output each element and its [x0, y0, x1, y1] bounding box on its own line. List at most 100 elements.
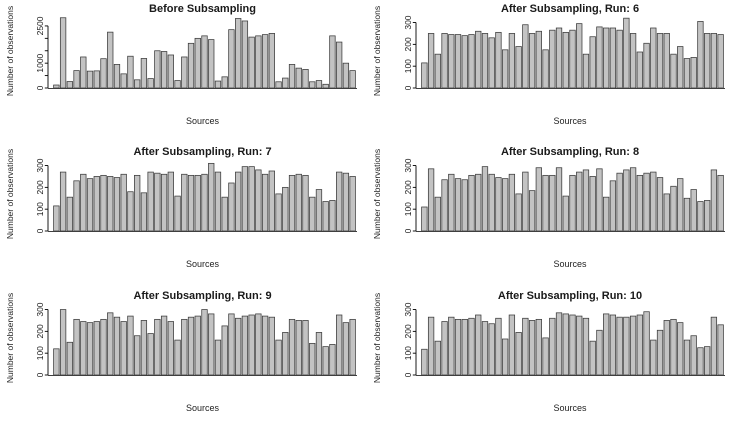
bar	[589, 340, 596, 375]
bar	[602, 197, 609, 232]
bar	[282, 77, 289, 89]
bar	[134, 334, 141, 375]
bar	[140, 58, 148, 89]
bar	[336, 172, 343, 232]
bar	[309, 342, 316, 375]
bar	[521, 317, 529, 375]
bar	[703, 200, 710, 232]
bar	[629, 33, 636, 89]
bar	[669, 53, 677, 89]
bar	[649, 339, 656, 375]
bar-plot-run-8: 0 100 200 300	[403, 158, 725, 234]
y-axis-label-text: Number of observations	[372, 292, 383, 383]
bar	[309, 81, 316, 89]
bar	[420, 206, 428, 232]
bar	[322, 201, 329, 232]
y-axis-tick-label: 300	[403, 158, 413, 172]
bar	[474, 174, 481, 232]
bar	[535, 318, 542, 375]
bar	[127, 55, 134, 89]
bar	[514, 331, 522, 375]
bar	[683, 58, 690, 89]
chart-title: After Subsampling, Run: 6	[500, 3, 640, 15]
bar	[342, 173, 350, 232]
bar	[696, 346, 704, 375]
panel-after-subsampling-run-10: 0 100 200 300 After Subsampling, Run: 10 Nu…	[368, 287, 735, 430]
bar	[342, 62, 350, 89]
bar	[434, 53, 441, 89]
bar	[494, 31, 502, 89]
bar	[73, 180, 80, 232]
bar	[288, 175, 296, 232]
bar	[80, 320, 87, 375]
bar	[134, 175, 141, 232]
bar	[66, 197, 73, 232]
bar	[194, 175, 201, 232]
bar	[208, 313, 215, 375]
bar	[683, 339, 690, 375]
bar	[427, 316, 434, 375]
bar	[66, 341, 73, 375]
bar	[107, 176, 114, 232]
bar	[555, 312, 562, 375]
bar	[120, 174, 127, 232]
bar	[669, 186, 677, 232]
bar	[636, 175, 643, 232]
bar	[315, 80, 323, 89]
bar	[595, 26, 603, 89]
bar	[447, 316, 454, 375]
y-axis-tick-label: 200	[403, 180, 413, 194]
bar	[656, 329, 663, 375]
bar	[434, 340, 441, 375]
bar	[59, 17, 67, 89]
bar	[582, 53, 589, 89]
y-axis-tick-label: 0	[35, 229, 45, 234]
bar	[275, 339, 282, 375]
y-axis-label-text: Number of observations	[5, 149, 15, 240]
bar	[575, 23, 582, 89]
bar	[582, 169, 589, 232]
bar	[514, 193, 522, 232]
bar	[86, 321, 94, 375]
bar	[629, 167, 636, 232]
bar	[302, 69, 309, 89]
bar	[248, 166, 255, 232]
bar	[107, 31, 114, 89]
x-axis-label: Sources	[553, 402, 587, 413]
bar	[508, 174, 515, 232]
bar	[235, 18, 242, 89]
bar	[474, 314, 481, 375]
bar	[622, 17, 630, 89]
bar	[447, 174, 454, 232]
bar	[642, 310, 650, 375]
y-axis-tick-label: 0	[35, 372, 45, 377]
bar	[80, 174, 87, 232]
bar	[656, 33, 663, 89]
y-axis-tick-label: 300	[403, 15, 413, 29]
bar	[309, 197, 316, 232]
bar	[528, 319, 535, 375]
bar	[214, 172, 222, 232]
bar	[140, 319, 148, 375]
panel-after-subsampling-run-6: 0 100 200 300 After Subsampling, Run: 6 Num…	[368, 0, 735, 143]
bar	[481, 320, 488, 375]
panel-after-subsampling-run-7: 0 100 200 300 After Subsampling, Run: 7 Num…	[0, 143, 368, 286]
bar	[521, 24, 529, 89]
y-axis-tick-label: 100	[403, 345, 413, 359]
bar	[80, 56, 87, 89]
bar	[615, 29, 623, 89]
bar	[582, 317, 589, 375]
bar	[349, 318, 356, 375]
bar	[154, 173, 161, 232]
y-axis-tick-label: 1000	[35, 53, 45, 72]
bar	[454, 318, 461, 375]
bar	[53, 348, 60, 375]
bar	[642, 173, 650, 232]
bar	[113, 316, 121, 375]
y-axis-tick-label: 2500	[35, 16, 45, 35]
y-axis-tick-label: 200	[403, 324, 413, 338]
bar	[221, 76, 228, 89]
bar	[461, 35, 468, 89]
bar	[120, 320, 127, 375]
bar	[134, 79, 141, 89]
